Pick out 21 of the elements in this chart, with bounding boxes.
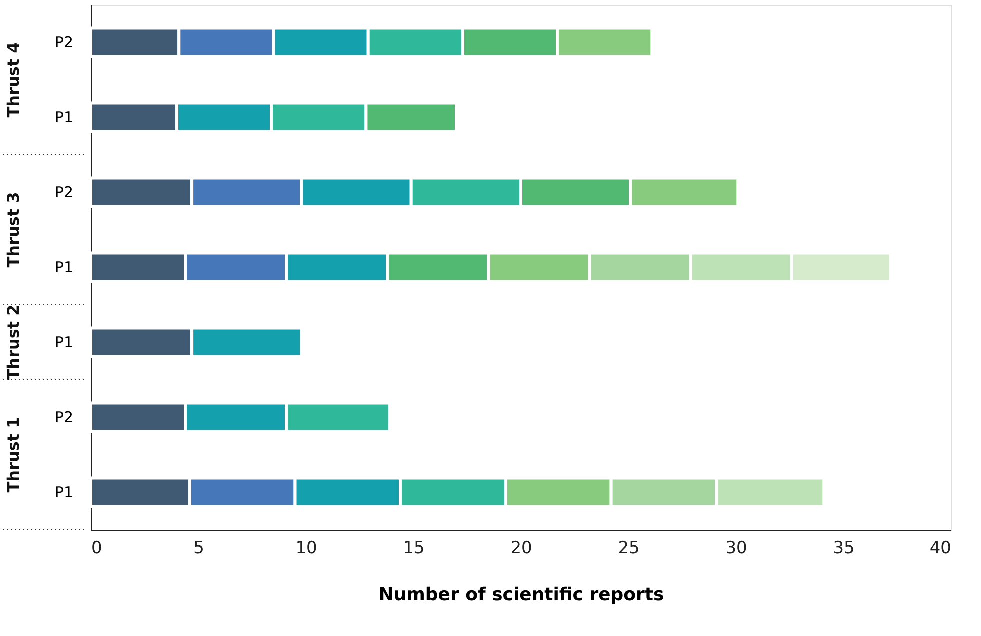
text: Thrust 3: [4, 192, 23, 268]
x-tick-label: 5: [194, 538, 204, 558]
y-tick-label: P1: [54, 108, 74, 126]
text: Thrust 4: [4, 42, 23, 118]
x-tick-label: 30: [726, 538, 748, 558]
y-tick-label: P1: [54, 258, 74, 276]
y-tick-label: P1: [54, 334, 74, 352]
text: Thrust 1: [4, 417, 23, 493]
x-tick-label: 40: [930, 538, 952, 558]
x-tick-label: 15: [403, 538, 425, 558]
x-tick-label: 35: [833, 538, 855, 558]
x-tick-label: 0: [92, 538, 102, 558]
x-tick-label: 20: [510, 538, 532, 558]
x-tick-label: 10: [296, 538, 318, 558]
y-tick-label: P2: [54, 34, 74, 52]
y-tick-label: P2: [54, 184, 74, 202]
x-tick-label: 25: [618, 538, 640, 558]
y-tick-label: P1: [54, 484, 74, 502]
y-tick-label: P2: [54, 408, 74, 426]
text: Thrust 2: [4, 304, 23, 380]
x-axis-title: Number of scientific reports: [378, 584, 664, 606]
